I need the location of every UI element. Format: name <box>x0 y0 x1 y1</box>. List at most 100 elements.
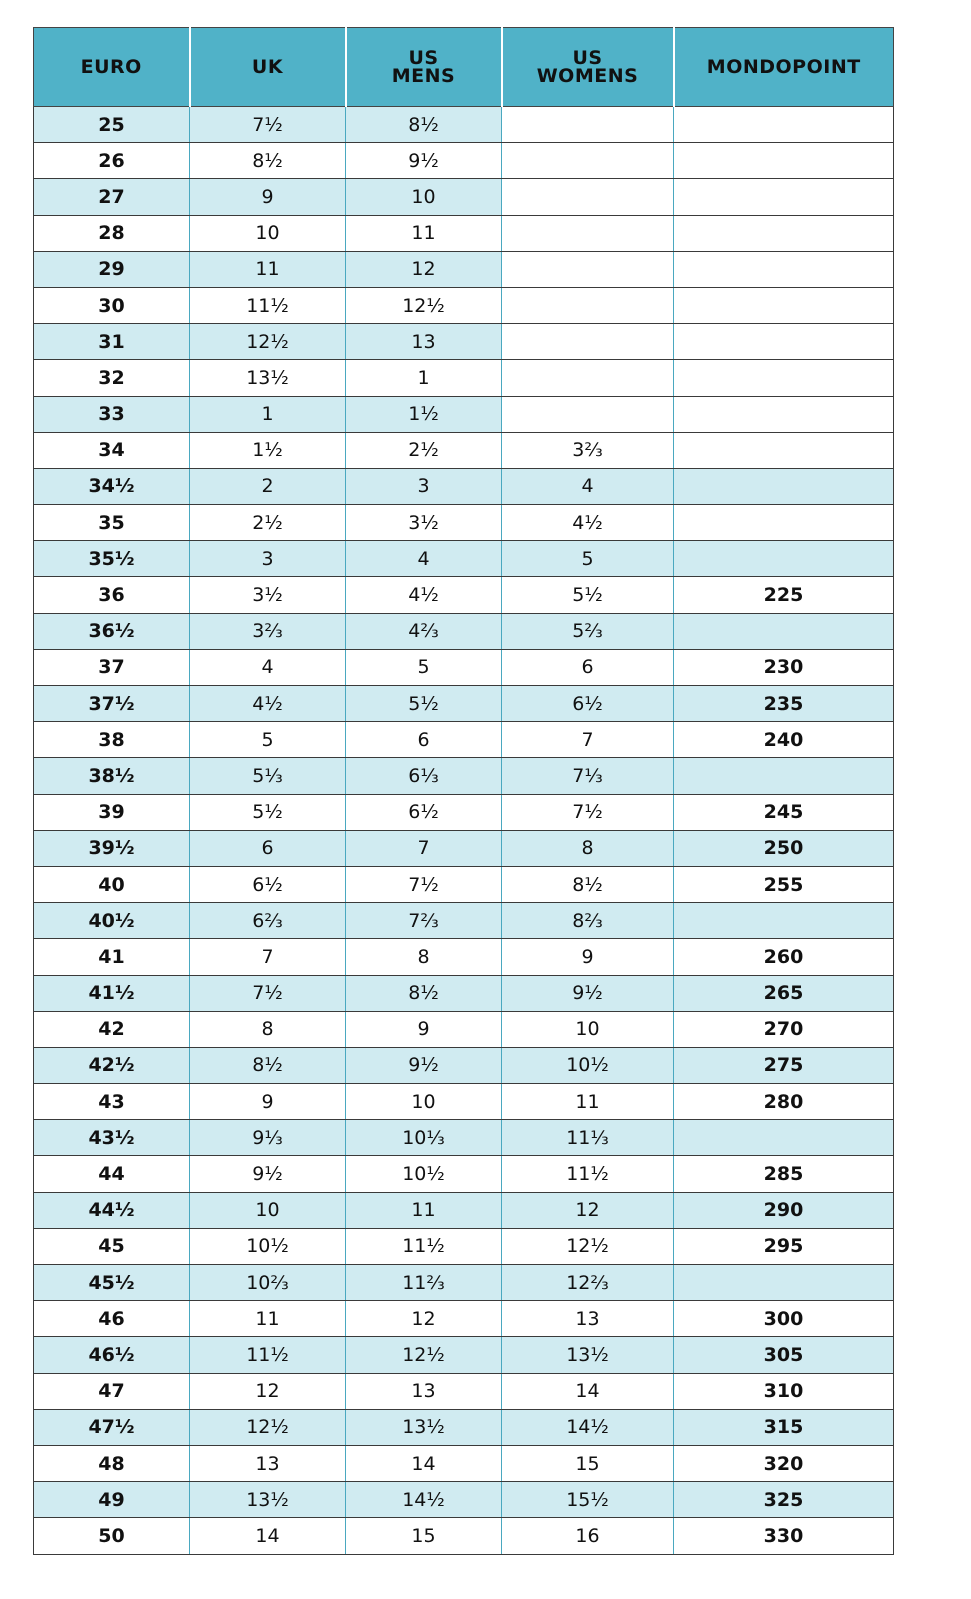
cell-us-womens: 4 <box>501 468 674 506</box>
table-row: 50 14 15 16 330 <box>33 1517 894 1555</box>
table-row: 49 13½ 14½ 15½ 325 <box>33 1481 894 1519</box>
table-row: 44 9½ 10½ 11½ 285 <box>33 1155 894 1193</box>
cell-us-womens: 5⅔ <box>501 613 674 650</box>
cell-us-womens: 10½ <box>501 1047 674 1085</box>
cell-uk: 6⅔ <box>189 902 346 940</box>
cell-uk: 11 <box>189 1300 346 1338</box>
cell-euro: 30 <box>33 287 190 325</box>
cell-euro: 40 <box>33 866 190 904</box>
cell-us-mens: 11 <box>345 1192 502 1229</box>
table-row: 41 7 8 9 260 <box>33 938 894 976</box>
cell-euro: 35 <box>33 504 190 542</box>
cell-euro: 29 <box>33 251 190 288</box>
table-row: 48 13 14 15 320 <box>33 1445 894 1483</box>
cell-uk: 5½ <box>189 794 346 831</box>
cell-us-womens: 7 <box>501 721 674 759</box>
table-row: 43 9 10 11 280 <box>33 1083 894 1121</box>
table-row: 43½ 9⅓ 10⅓ 11⅓ <box>33 1119 894 1157</box>
cell-uk: 10½ <box>189 1228 346 1266</box>
table-row: 37½ 4½ 5½ 6½ 235 <box>33 685 894 723</box>
cell-uk: 2 <box>189 468 346 506</box>
cell-us-mens: 4½ <box>345 576 502 614</box>
cell-us-mens: 8½ <box>345 106 502 144</box>
cell-uk: 6 <box>189 830 346 867</box>
cell-us-mens: 13½ <box>345 1409 502 1446</box>
table-row: 45 10½ 11½ 12½ 295 <box>33 1228 894 1266</box>
cell-us-womens: 15 <box>501 1445 674 1483</box>
header-us-mens: US MENS <box>344 27 503 107</box>
cell-us-womens: 15½ <box>501 1481 674 1519</box>
cell-mondopoint <box>673 504 894 542</box>
cell-mondopoint <box>673 540 894 578</box>
cell-mondopoint <box>673 1264 894 1302</box>
cell-euro: 39 <box>33 794 190 831</box>
cell-us-womens <box>501 359 674 397</box>
cell-us-womens: 11 <box>501 1083 674 1121</box>
cell-us-mens: 12½ <box>345 1336 502 1374</box>
cell-euro: 34 <box>33 432 190 469</box>
cell-us-womens: 7½ <box>501 794 674 831</box>
cell-euro: 48 <box>33 1445 190 1483</box>
cell-us-womens: 5½ <box>501 576 674 614</box>
cell-us-mens: 9½ <box>345 1047 502 1085</box>
cell-euro: 40½ <box>33 902 190 940</box>
cell-uk: 9⅓ <box>189 1119 346 1157</box>
cell-mondopoint <box>673 902 894 940</box>
cell-us-mens: 7 <box>345 830 502 867</box>
table-row: 34½ 2 3 4 <box>33 468 894 506</box>
cell-uk: 4 <box>189 649 346 687</box>
cell-euro: 43 <box>33 1083 190 1121</box>
cell-uk: 5 <box>189 721 346 759</box>
table-row: 41½ 7½ 8½ 9½ 265 <box>33 975 894 1012</box>
cell-uk: 10 <box>189 1192 346 1229</box>
cell-uk: 8½ <box>189 1047 346 1085</box>
cell-us-mens: 10⅓ <box>345 1119 502 1157</box>
header-us-mens-line1: US <box>408 47 439 69</box>
cell-euro: 46 <box>33 1300 190 1338</box>
cell-us-mens: 15 <box>345 1517 502 1555</box>
cell-us-womens <box>501 251 674 288</box>
cell-mondopoint: 330 <box>673 1517 894 1555</box>
cell-us-mens: 1 <box>345 359 502 397</box>
cell-uk: 8½ <box>189 142 346 180</box>
table-row: 46 11 12 13 300 <box>33 1300 894 1338</box>
cell-us-womens <box>501 396 674 433</box>
header-uk: UK <box>188 27 347 107</box>
cell-euro: 39½ <box>33 830 190 867</box>
cell-mondopoint: 270 <box>673 1011 894 1048</box>
cell-euro: 46½ <box>33 1336 190 1374</box>
cell-us-womens <box>501 287 674 325</box>
cell-euro: 50 <box>33 1517 190 1555</box>
cell-us-mens: 8½ <box>345 975 502 1012</box>
cell-euro: 41½ <box>33 975 190 1012</box>
cell-mondopoint: 265 <box>673 975 894 1012</box>
cell-us-mens: 3½ <box>345 504 502 542</box>
cell-us-womens: 8½ <box>501 866 674 904</box>
cell-us-mens: 6 <box>345 721 502 759</box>
cell-us-mens: 4⅔ <box>345 613 502 650</box>
table-row: 25 7½ 8½ <box>33 106 894 144</box>
cell-us-mens: 5½ <box>345 685 502 723</box>
cell-us-womens: 9½ <box>501 975 674 1012</box>
cell-euro: 36 <box>33 576 190 614</box>
cell-euro: 37 <box>33 649 190 687</box>
cell-uk: 11 <box>189 251 346 288</box>
table-row: 36½ 3⅔ 4⅔ 5⅔ <box>33 613 894 650</box>
cell-euro: 44 <box>33 1155 190 1193</box>
cell-mondopoint <box>673 757 894 795</box>
cell-uk: 4½ <box>189 685 346 723</box>
cell-uk: 11½ <box>189 287 346 325</box>
cell-us-mens: 12 <box>345 1300 502 1338</box>
header-us-womens-line2: WOMENS <box>536 65 639 87</box>
cell-mondopoint <box>673 251 894 288</box>
cell-euro: 47 <box>33 1373 190 1410</box>
cell-mondopoint: 280 <box>673 1083 894 1121</box>
cell-uk: 3⅔ <box>189 613 346 650</box>
cell-us-womens: 5 <box>501 540 674 578</box>
cell-us-womens: 12 <box>501 1192 674 1229</box>
table-body: 25 7½ 8½ 26 8½ 9½ 27 9 10 28 10 11 29 11 12 30 11½ 12½ 31 1… <box>33 106 894 1555</box>
cell-mondopoint: 250 <box>673 830 894 867</box>
cell-mondopoint <box>673 142 894 180</box>
cell-us-womens: 11⅓ <box>501 1119 674 1157</box>
table-row: 31 12½ 13 <box>33 323 894 361</box>
